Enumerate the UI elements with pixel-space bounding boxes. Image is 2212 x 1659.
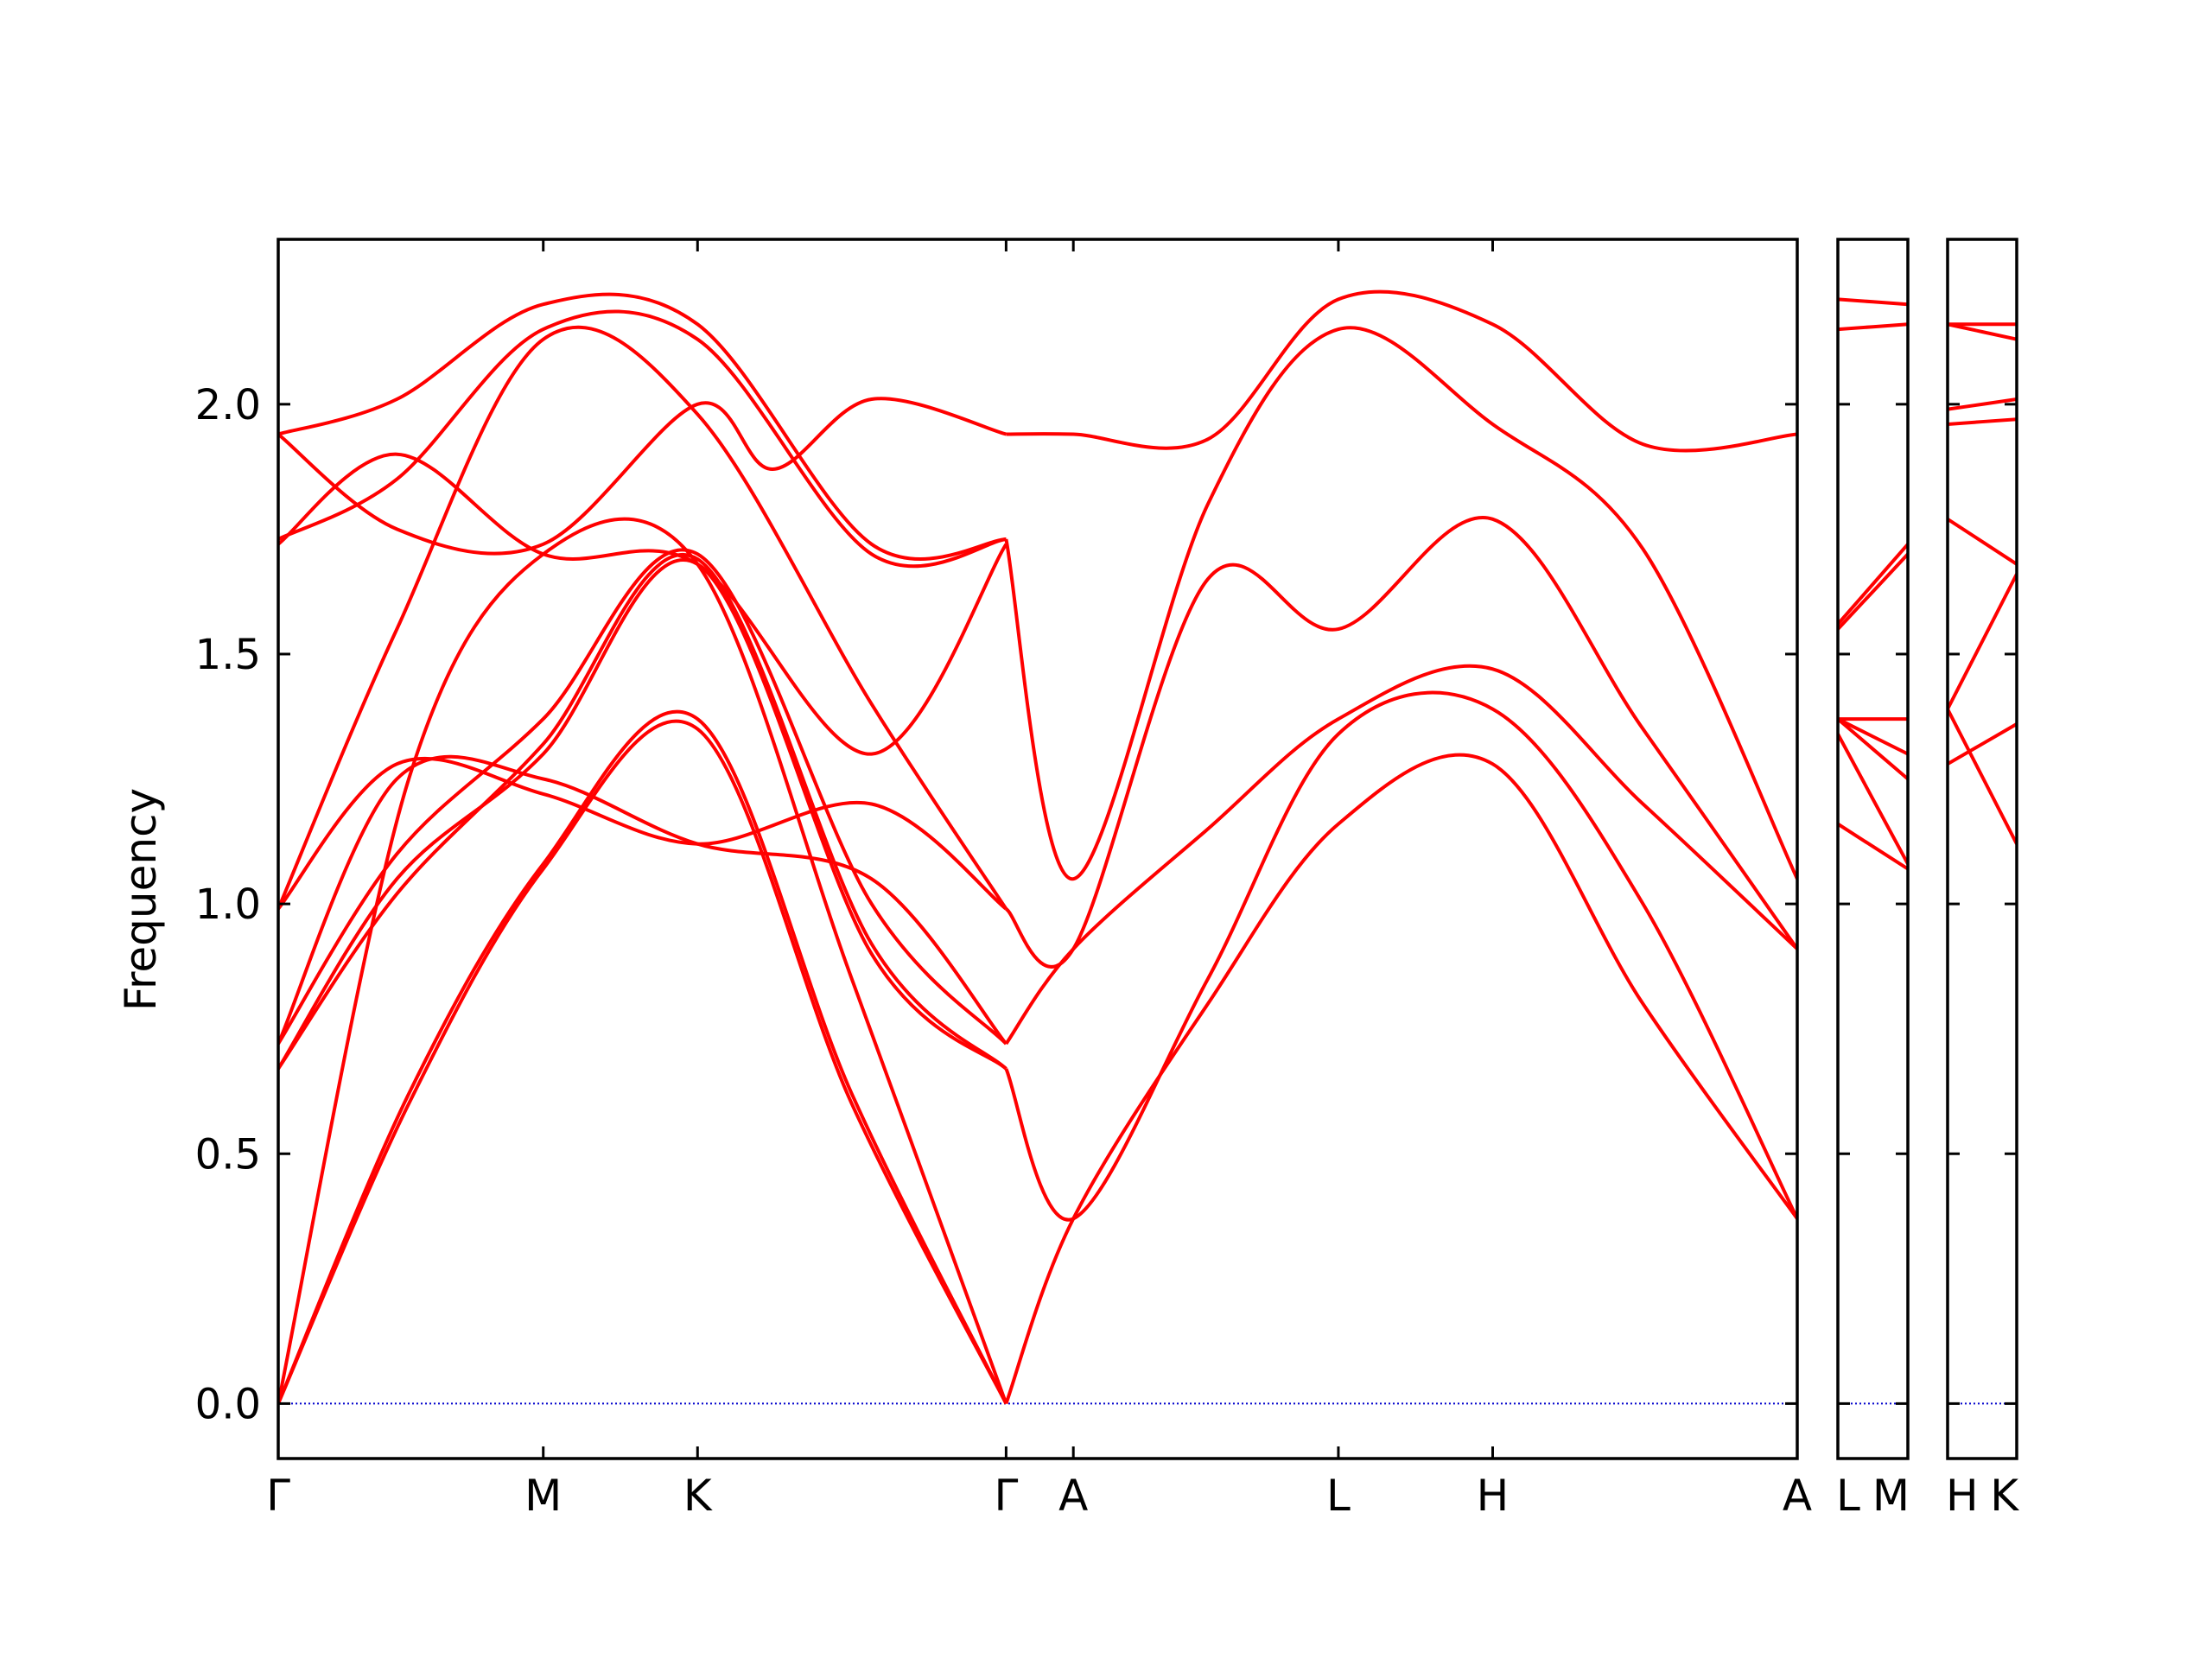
band-line (1838, 297, 1908, 307)
x-tick-label: H (1946, 1471, 1979, 1521)
band-line (1004, 690, 1797, 1222)
y-tick-label: 1.0 (195, 880, 261, 929)
x-tick-label: K (1990, 1471, 2019, 1521)
band-line (278, 553, 1007, 1071)
band-line (1948, 322, 2017, 341)
band-line (278, 548, 1007, 1046)
band-line (278, 719, 1008, 1405)
band-line (1838, 552, 1908, 631)
band-line (278, 309, 1007, 569)
band-line (1838, 717, 1908, 756)
band-line (1948, 722, 2017, 766)
band-line (278, 558, 1007, 1071)
band-line (278, 756, 1007, 911)
band-line (1006, 289, 1797, 453)
x-tick-label: Γ (994, 1471, 1018, 1521)
panel-1: 0.00.51.01.52.0Γ M K Γ A L H A (195, 238, 1812, 1521)
x-tick-label: M (524, 1471, 562, 1521)
x-tick-label: L (1836, 1471, 1860, 1521)
bands-panel-1 (278, 289, 1797, 1405)
band-line (278, 517, 1008, 1405)
y-tick-label: 0.0 (195, 1380, 261, 1428)
y-axis-label: Frequency (116, 788, 166, 1011)
y-tick-label: 1.5 (195, 631, 261, 679)
band-line (1838, 322, 1908, 332)
band-line (278, 709, 1008, 1405)
plot-frame (276, 238, 1799, 1460)
x-tick-label: M (1872, 1471, 1910, 1521)
band-line (1004, 753, 1797, 1405)
x-tick-label: K (683, 1471, 713, 1521)
band-line (1004, 326, 1797, 881)
x-tick-label: L (1326, 1471, 1351, 1521)
band-line (1948, 518, 2017, 566)
band-line (1948, 397, 2017, 411)
band-line (1948, 573, 2017, 710)
bands-panel-3 (1948, 322, 2017, 845)
band-line (1004, 664, 1797, 1046)
x-tick-label: H (1477, 1471, 1510, 1521)
band-line (1838, 733, 1908, 865)
band-line (1838, 822, 1908, 871)
band-line (1005, 515, 1797, 969)
y-tick-label: 0.5 (195, 1130, 261, 1179)
y-tick-label: 2.0 (195, 381, 261, 429)
band-line (278, 754, 1007, 1046)
plot-frame (1836, 238, 1910, 1460)
band-line (278, 292, 1007, 561)
band-line (278, 325, 1008, 910)
plot-layer: 0.00.51.01.52.0Γ M K Γ A L H A L M H K (195, 238, 2019, 1521)
band-line (278, 452, 1008, 756)
band-line (1948, 708, 2017, 845)
x-tick-label: A (1783, 1471, 1812, 1521)
x-tick-label: A (1058, 1471, 1088, 1521)
band-line (1838, 543, 1908, 626)
x-tick-label: Γ (266, 1471, 290, 1521)
plot-frame (1946, 238, 2018, 1460)
bands-panel-2 (1838, 297, 1908, 871)
band-line (1948, 417, 2017, 426)
band-line (278, 397, 1007, 556)
